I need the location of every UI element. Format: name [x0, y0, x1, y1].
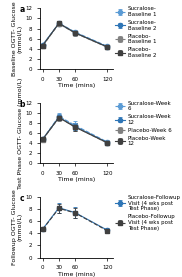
Text: c: c [20, 194, 24, 203]
X-axis label: Time (mins): Time (mins) [58, 272, 95, 277]
Y-axis label: Followup OGTT- Glucose (mmol/L): Followup OGTT- Glucose (mmol/L) [12, 189, 23, 265]
Text: b: b [20, 99, 25, 109]
Y-axis label: Baseline OGTT- Glucose (mmol/L): Baseline OGTT- Glucose (mmol/L) [12, 1, 23, 76]
X-axis label: Time (mins): Time (mins) [58, 177, 95, 182]
Legend: Sucralose-Week
6, Sucralose-Week
12, Placebo-Week 6, Placebo-Week
12: Sucralose-Week 6, Sucralose-Week 12, Pla… [114, 99, 173, 147]
X-axis label: Time (mins): Time (mins) [58, 83, 95, 88]
Text: a: a [20, 5, 25, 14]
Legend: Sucralose-
Baseline 1, Sucralose-
Baseline 2, Placebo-
Baseline 1, Placebo-
Base: Sucralose- Baseline 1, Sucralose- Baseli… [114, 5, 158, 59]
Y-axis label: Test Phase OGTT- Glucose (mmol/L): Test Phase OGTT- Glucose (mmol/L) [18, 77, 23, 189]
Legend: Sucralose-Followup
Visit (4 wks post
Test Phase), Placebo-Followup
Visit (4 wks : Sucralose-Followup Visit (4 wks post Tes… [114, 194, 182, 232]
